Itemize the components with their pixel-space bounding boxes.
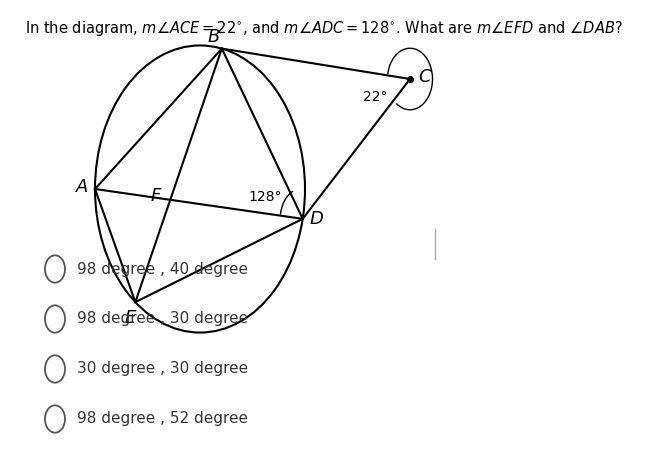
Text: 30 degree , 30 degree: 30 degree , 30 degree (77, 362, 248, 376)
Text: $F$: $F$ (150, 187, 163, 205)
Text: 98 degree , 30 degree: 98 degree , 30 degree (77, 311, 248, 327)
Text: 98 degree , 40 degree: 98 degree , 40 degree (77, 262, 248, 276)
Text: $B$: $B$ (207, 27, 220, 46)
Text: 128°: 128° (248, 190, 281, 204)
Text: $E$: $E$ (124, 309, 137, 327)
Text: 22°: 22° (363, 90, 388, 104)
Text: $D$: $D$ (309, 210, 324, 228)
Text: 98 degree , 52 degree: 98 degree , 52 degree (77, 411, 248, 427)
Text: $C$: $C$ (418, 68, 432, 86)
Text: $A$: $A$ (75, 178, 89, 196)
Text: In the diagram, $m\angle ACE = 22^{\circ}$, and $m\angle ADC = 128^{\circ}$. Wha: In the diagram, $m\angle ACE = 22^{\circ… (25, 19, 623, 38)
